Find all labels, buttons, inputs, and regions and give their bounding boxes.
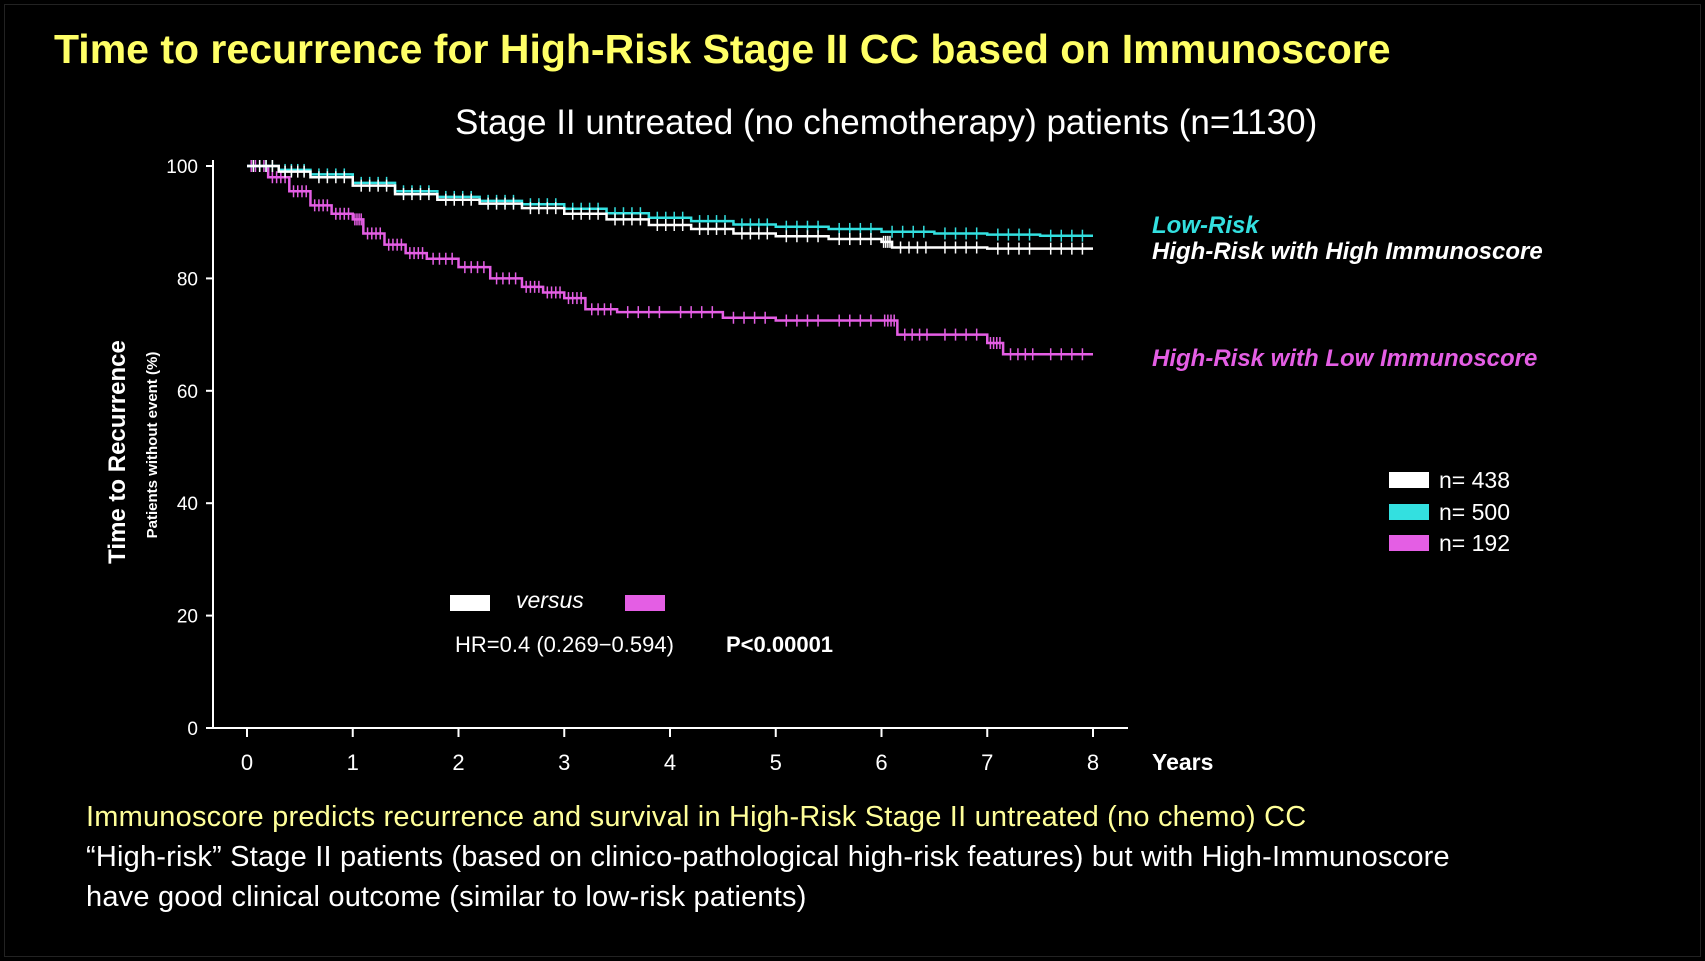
x-tick-label: 3	[558, 750, 570, 775]
versus-swatch-magenta	[625, 595, 665, 611]
y-tick-label: 20	[177, 607, 198, 628]
legend-n-magenta: n= 192	[1439, 530, 1510, 556]
y-tick-label: 40	[177, 494, 198, 515]
y-tick-label: 100	[166, 157, 198, 178]
legend-n-cyan: n= 500	[1439, 499, 1510, 525]
hazard-ratio-text: HR=0.4 (0.269−0.594)	[455, 632, 674, 657]
x-tick-label: 2	[452, 750, 464, 775]
series-line-high-risk-with-low-immunoscore	[247, 164, 1093, 356]
series-low-risk	[247, 160, 1093, 242]
x-axis-label: Years	[1152, 749, 1213, 775]
x-tick-label: 4	[664, 750, 676, 775]
legend-swatch-white	[1389, 472, 1429, 488]
y-tick-label: 60	[177, 382, 198, 403]
slide-title: Time to recurrence for High-Risk Stage I…	[54, 26, 1391, 72]
legend-swatch-cyan	[1389, 504, 1429, 520]
versus-swatch-white	[450, 595, 490, 611]
legend-n-white: n= 438	[1439, 467, 1510, 493]
curve-label-high-risk-low-immunoscore: High-Risk with Low Immunoscore	[1152, 345, 1537, 372]
y-tick-label: 80	[177, 269, 198, 290]
curve-label-high-risk-high-immunoscore: High-Risk with High Immunoscore	[1152, 238, 1543, 265]
y-tick-label: 0	[187, 719, 198, 740]
versus-label: versus	[516, 587, 584, 613]
chart-subtitle: Stage II untreated (no chemotherapy) pat…	[455, 103, 1318, 142]
x-tick-label: 0	[241, 750, 253, 775]
curve-label-low-risk: Low-Risk	[1152, 212, 1260, 239]
x-tick-label: 7	[981, 750, 993, 775]
x-tick-label: 6	[875, 750, 887, 775]
series-line-low-risk	[247, 164, 1093, 237]
footer-line-1: Immunoscore predicts recurrence and surv…	[86, 801, 1307, 833]
x-tick-label: 5	[770, 750, 782, 775]
x-tick-label: 8	[1087, 750, 1099, 775]
series-high-risk-with-low-immunoscore	[247, 160, 1093, 361]
footer-line-2: “High-risk” Stage II patients (based on …	[86, 841, 1450, 873]
p-value-text: P<0.00001	[726, 632, 833, 657]
y-axis-sublabel: Patients without event (%)	[144, 352, 161, 539]
y-axis-label: Time to Recurrence	[104, 340, 131, 564]
footer-line-3: have good clinical outcome (similar to l…	[86, 881, 807, 913]
series-high-risk-with-high-immunoscore	[247, 160, 1093, 255]
legend-swatch-magenta	[1389, 535, 1429, 551]
x-tick-label: 1	[347, 750, 359, 775]
